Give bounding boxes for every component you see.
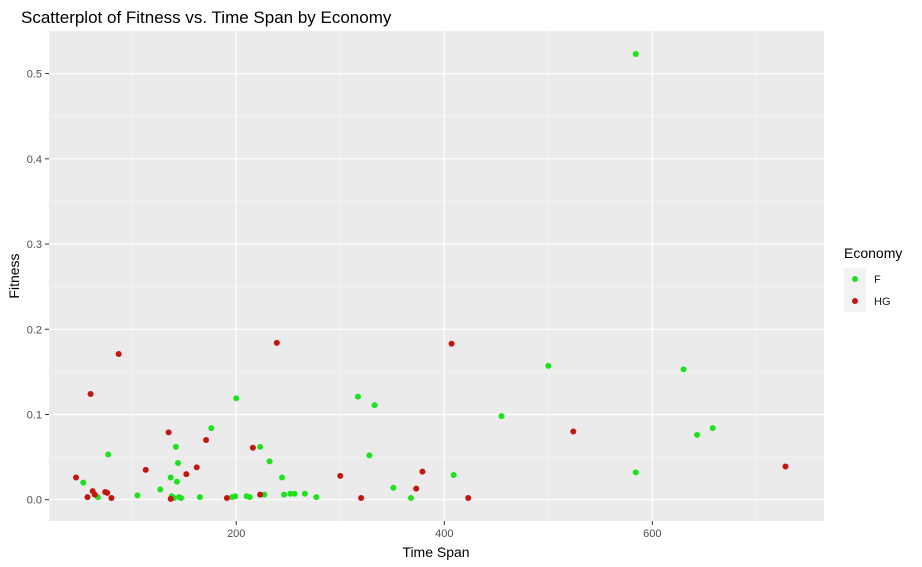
point-hg (193, 464, 200, 471)
point-f (80, 479, 87, 486)
legend-label-hg: HG (874, 296, 891, 308)
point-f (291, 490, 298, 497)
legend-key-f (852, 276, 858, 282)
legend: Economy F HG (844, 245, 902, 312)
axis-ticks: 200 400 600 0.0 0.1 0.2 0.3 0.4 0.5 (27, 69, 662, 540)
x-axis-title: Time Span (402, 544, 469, 560)
y-tick-label: 0.4 (27, 154, 42, 166)
point-f (632, 51, 639, 58)
point-f (545, 362, 552, 369)
x-tick-label: 400 (435, 528, 453, 540)
x-tick-label: 200 (227, 528, 245, 540)
point-f (172, 443, 179, 450)
point-hg (570, 428, 577, 435)
point-hg (115, 350, 122, 357)
point-f (287, 490, 294, 497)
point-f (173, 478, 180, 485)
point-f (174, 460, 181, 467)
legend-label-f: F (874, 274, 881, 286)
point-hg (358, 494, 365, 501)
point-f (632, 469, 639, 476)
point-f (261, 491, 268, 498)
point-hg (73, 474, 80, 481)
point-hg (337, 472, 344, 479)
y-axis-title: Fitness (6, 253, 22, 298)
point-f (366, 452, 373, 459)
grid-lines (49, 30, 824, 521)
point-hg (419, 468, 426, 475)
point-f (233, 395, 240, 402)
y-tick-label: 0.5 (27, 69, 42, 81)
point-f (167, 474, 174, 481)
point-f (196, 494, 203, 501)
point-hg (249, 444, 256, 451)
point-f (134, 492, 141, 499)
point-f (680, 366, 687, 373)
point-hg (448, 340, 455, 347)
point-f (279, 474, 286, 481)
x-tick-label: 600 (643, 528, 661, 540)
data-points (73, 51, 789, 502)
point-hg (167, 495, 174, 502)
point-hg (104, 489, 111, 496)
point-hg (273, 339, 280, 346)
point-hg (257, 491, 264, 498)
point-hg (84, 494, 91, 501)
point-hg (108, 494, 115, 501)
y-tick-label: 0.0 (27, 495, 42, 507)
point-f (408, 494, 415, 501)
point-f (371, 402, 378, 409)
point-hg (782, 463, 789, 470)
point-hg (165, 429, 172, 436)
point-f (313, 494, 320, 501)
point-f (178, 494, 185, 501)
point-f (354, 393, 361, 400)
legend-key-hg (852, 298, 858, 304)
point-f (281, 491, 288, 498)
point-hg (142, 466, 149, 473)
point-hg (203, 437, 210, 444)
point-hg (413, 485, 420, 492)
point-f (257, 443, 264, 450)
point-f (157, 486, 164, 493)
y-tick-label: 0.1 (27, 409, 42, 421)
point-f (709, 425, 716, 432)
plot-panel (49, 31, 824, 521)
point-hg (465, 494, 472, 501)
point-hg (183, 471, 190, 478)
point-hg (223, 494, 230, 501)
point-f (498, 413, 505, 420)
point-f (694, 431, 701, 438)
point-f (208, 425, 215, 432)
point-hg (87, 391, 94, 398)
point-f (246, 494, 253, 501)
chart-title: Scatterplot of Fitness vs. Time Span by … (21, 8, 392, 27)
point-f (105, 451, 112, 458)
point-f (301, 490, 308, 497)
point-f (266, 458, 273, 465)
point-f (390, 484, 397, 491)
legend-title: Economy (844, 245, 902, 261)
point-hg (91, 491, 98, 498)
point-f (232, 493, 239, 500)
y-tick-label: 0.3 (27, 239, 42, 251)
point-f (450, 471, 457, 478)
y-tick-label: 0.2 (27, 324, 42, 336)
